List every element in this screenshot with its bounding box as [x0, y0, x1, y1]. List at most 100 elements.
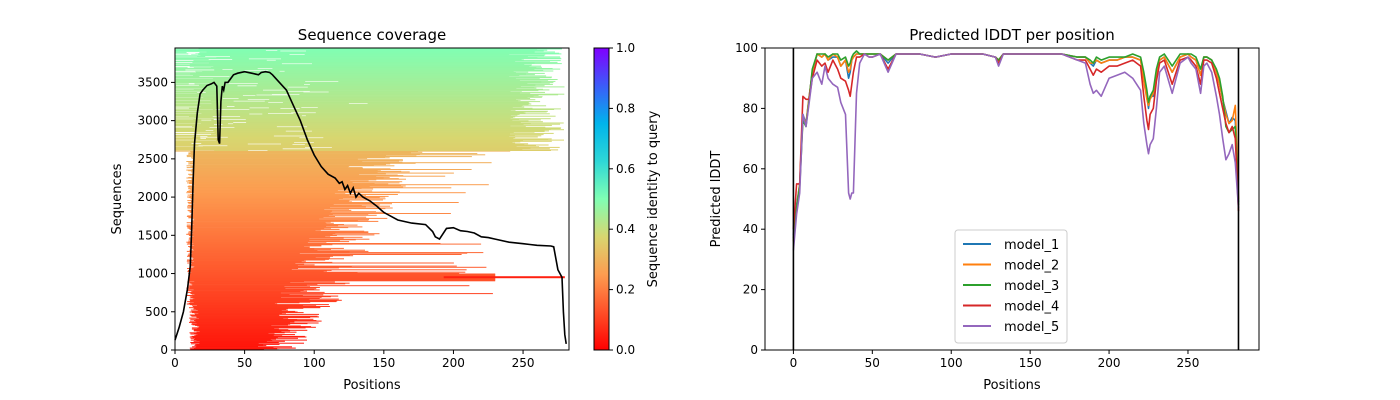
coverage-gap — [304, 83, 310, 85]
coverage-row — [191, 244, 333, 246]
coverage-row — [191, 195, 350, 197]
coverage-row — [191, 293, 290, 295]
coverage-row — [192, 126, 526, 128]
coverage-row — [193, 219, 369, 221]
coverage-gap — [249, 107, 269, 109]
coverage-row — [188, 274, 496, 276]
y-tick-label: 20 — [743, 283, 758, 297]
coverage-row — [175, 58, 522, 60]
colorbar-ticks: 0.0 0.2 0.4 0.6 0.8 1.0 — [609, 41, 635, 357]
x-tick-label: 200 — [1098, 356, 1121, 370]
coverage-row — [196, 345, 258, 347]
coverage-row — [190, 293, 493, 295]
coverage-row — [175, 91, 545, 93]
coverage-row — [190, 194, 398, 195]
coverage-row — [193, 173, 386, 175]
coverage-row — [175, 122, 564, 124]
coverage-row — [191, 265, 298, 266]
coverage-row — [175, 91, 522, 93]
lddt-y-ticks: 0 20 40 60 80 100 — [735, 41, 765, 357]
coverage-row — [192, 291, 301, 293]
coverage-row — [186, 287, 286, 289]
coverage-gap — [282, 148, 310, 150]
coverage-row — [175, 85, 545, 87]
coverage-gap — [279, 70, 285, 72]
coverage-row — [188, 153, 420, 155]
coverage-row — [213, 65, 542, 67]
legend-label-model_1: model_1 — [1004, 238, 1059, 253]
coverage-row — [190, 318, 314, 320]
coverage-gap — [200, 137, 206, 139]
coverage-row — [192, 239, 356, 241]
coverage-row — [190, 151, 423, 153]
coverage-row — [186, 250, 369, 252]
coverage-row — [197, 325, 301, 327]
coverage-row — [175, 149, 559, 151]
coverage-row — [189, 287, 320, 288]
coverage-row — [192, 263, 296, 265]
coverage-row — [191, 221, 331, 223]
coverage-row — [186, 180, 369, 182]
coverage-row — [191, 217, 388, 219]
coverage-row — [192, 184, 489, 186]
coverage-row — [194, 202, 375, 204]
coverage-row — [192, 238, 310, 240]
coverage-row — [188, 255, 354, 257]
coverage-row — [191, 208, 386, 210]
coverage-row — [175, 146, 540, 148]
coverage-row — [196, 331, 297, 333]
coverage-row — [194, 313, 319, 315]
coverage-row — [175, 148, 550, 150]
coverage-row — [189, 235, 337, 236]
coverage-row — [188, 176, 390, 178]
coverage-row — [192, 252, 468, 254]
coverage-chart: 0 50 100 150 200 250 0 500 1000 1500 2000 2500 3000… — [110, 26, 570, 393]
coverage-row — [175, 49, 548, 51]
coverage-gap — [249, 113, 263, 115]
coverage-row — [192, 220, 379, 222]
x-tick-label: 50 — [865, 356, 880, 370]
coverage-row — [212, 109, 555, 110]
coverage-row — [190, 171, 410, 173]
coverage-row — [175, 111, 547, 113]
coverage-row — [190, 333, 275, 335]
coverage-row — [190, 299, 342, 301]
coverage-row — [194, 294, 324, 296]
coverage-row — [192, 204, 380, 206]
coverage-row — [192, 172, 454, 174]
coverage-row — [175, 53, 562, 55]
coverage-row — [175, 83, 553, 85]
coverage-row — [189, 288, 317, 290]
coverage-row — [194, 335, 274, 337]
coverage-row — [196, 316, 319, 318]
coverage-row — [175, 129, 564, 131]
coverage-row — [191, 236, 363, 238]
coverage-row — [175, 58, 562, 60]
coverage-row — [175, 66, 542, 68]
coverage-row — [191, 322, 319, 324]
coverage-row — [210, 67, 537, 69]
coverage-row — [190, 343, 259, 345]
coverage-row — [188, 279, 496, 280]
coverage-gap — [187, 66, 194, 68]
coverage-row — [191, 212, 331, 214]
coverage-row — [175, 86, 565, 88]
coverage-row — [197, 55, 528, 57]
coverage-row — [214, 131, 514, 133]
coverage-gap — [263, 89, 286, 91]
coverage-row — [175, 65, 532, 66]
coverage-row — [188, 279, 496, 281]
coverage-row — [194, 126, 546, 128]
coverage-row — [189, 228, 331, 230]
coverage-row — [175, 144, 549, 146]
lddt-x-label: Positions — [983, 378, 1041, 393]
y-tick-label: 3500 — [137, 75, 168, 89]
coverage-row — [186, 225, 327, 227]
coverage-gap — [205, 129, 214, 131]
coverage-row — [175, 147, 531, 149]
legend-label-model_4: model_4 — [1004, 300, 1059, 315]
coverage-row — [175, 60, 550, 62]
coverage-row — [175, 112, 526, 114]
coverage-row — [186, 233, 333, 235]
